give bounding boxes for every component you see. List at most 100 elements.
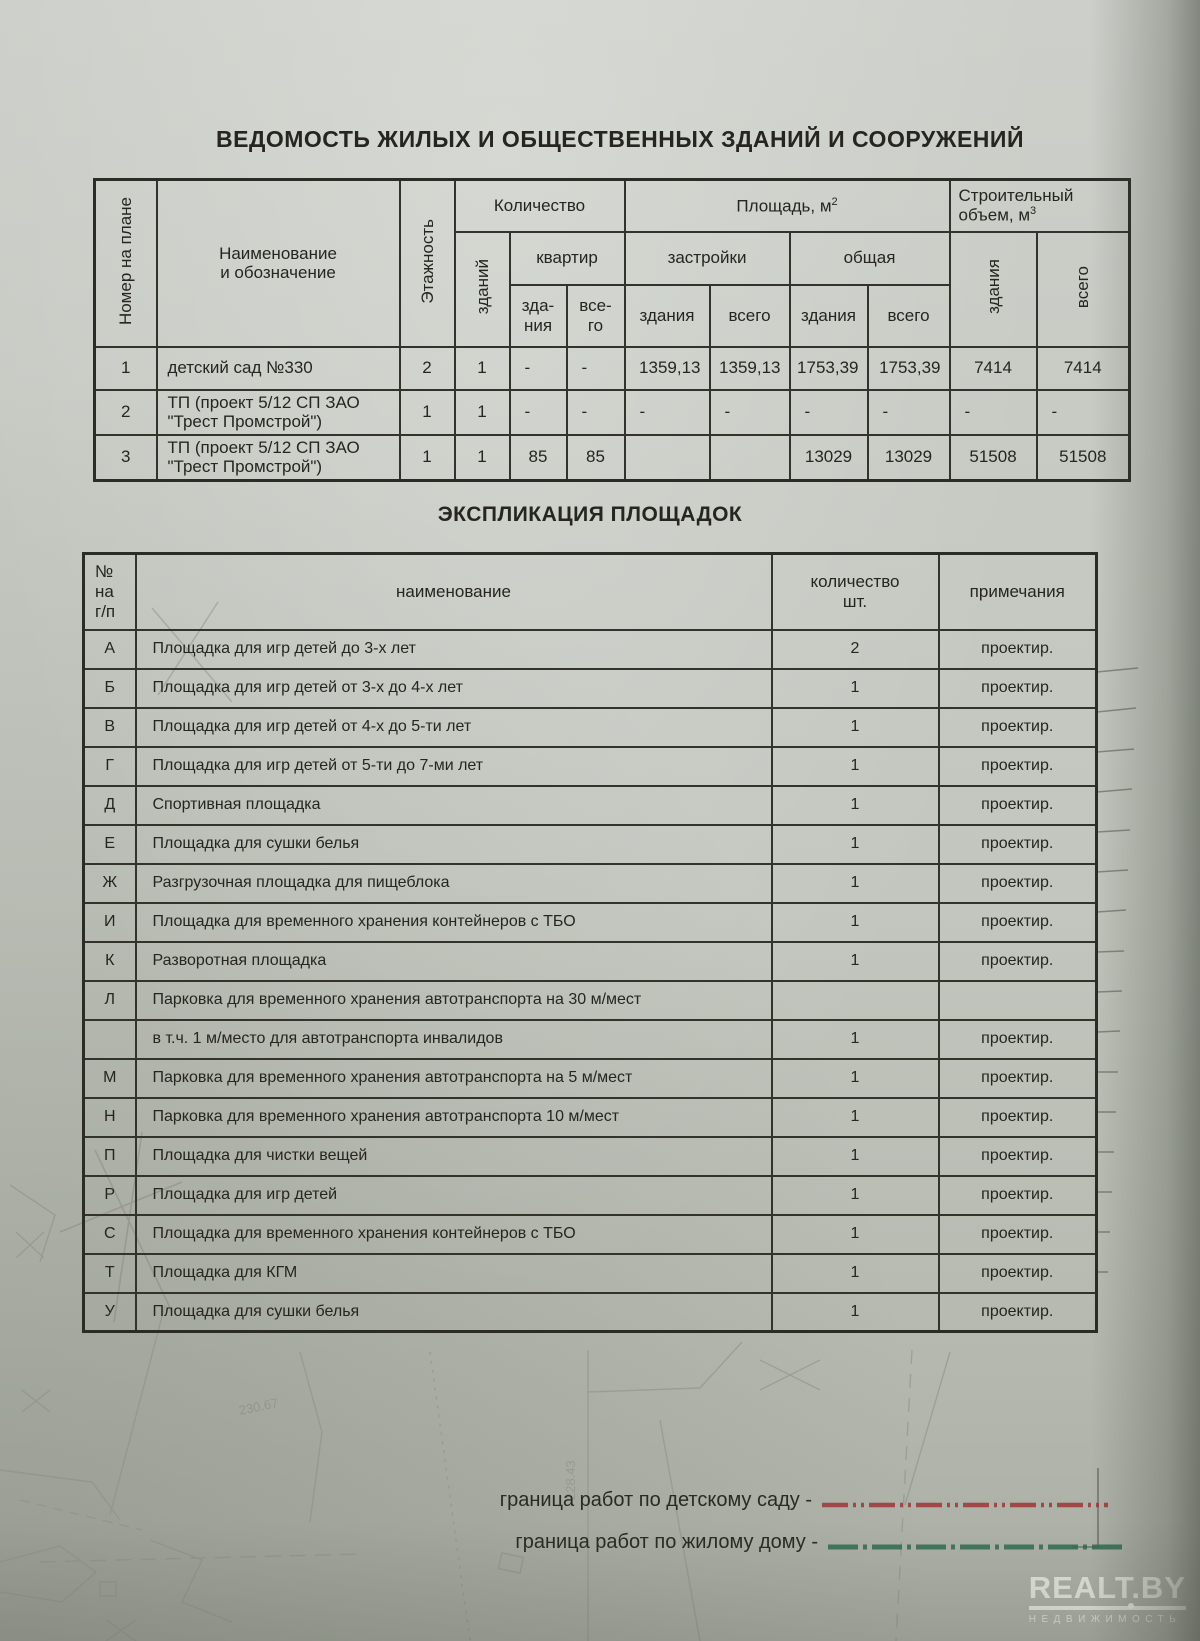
realt-by-watermark: REALT.BY НЕДВИЖИМОСТЬ	[1028, 1570, 1186, 1625]
cell-letter: Б	[82, 667, 137, 709]
cell-qty: 1	[770, 784, 940, 826]
cell-site-name: Площадка для временного хранения контейн…	[134, 1213, 773, 1255]
table-row: И Площадка для временного хранения контей…	[82, 901, 1098, 943]
table-row: Р Площадка для игр детей 1 проектир.	[82, 1174, 1098, 1216]
col-header-floors: Этажность	[398, 178, 456, 348]
table-row: Д Спортивная площадка 1 проектир.	[82, 784, 1098, 826]
legend-label-residential: граница работ по жилому дому -	[515, 1531, 818, 1553]
cell-letter: И	[82, 901, 137, 943]
col-header-number: Номер на плане	[93, 178, 158, 348]
col-header-quantity: Количество	[453, 178, 626, 233]
sites-table-title: ЭКСПЛИКАЦИЯ ПЛОЩАДОК	[437, 503, 743, 526]
cell-common-building: 13029	[788, 433, 869, 482]
cell-volume-total: 51508	[1035, 433, 1131, 482]
cell-volume-building: 51508	[948, 433, 1038, 482]
cell-note: проектир.	[937, 901, 1098, 943]
col-header-volume-total: всего	[1035, 230, 1131, 348]
plan-elevation-label: 230.67	[238, 1395, 280, 1418]
cell-common-total: 13029	[866, 433, 951, 482]
cell-letter: К	[82, 940, 137, 982]
cell-note: проектир.	[937, 1291, 1098, 1333]
cell-site-name: Площадка для КГМ	[134, 1252, 773, 1294]
col-header-common-building: здания	[788, 283, 869, 348]
col-header-volume: Строительный объем, м3	[948, 178, 1131, 233]
cell-built-total: 1359,13	[708, 345, 791, 391]
cell-letter: М	[82, 1057, 137, 1099]
cell-letter: В	[82, 706, 137, 748]
cell-name: ТП (проект 5/12 СП ЗАО "Трест Промстрой"…	[155, 388, 401, 436]
cell-qty: 1	[770, 1174, 940, 1216]
cell-built-total: -	[708, 388, 791, 436]
cell-note	[937, 979, 1098, 1021]
watermark-dot-icon	[1128, 1603, 1134, 1609]
cell-flats-total: -	[565, 388, 626, 436]
cell-site-name: Площадка для чистки вещей	[134, 1135, 773, 1177]
table-row: П Площадка для чистки вещей 1 проектир.	[82, 1135, 1098, 1177]
table-row: Т Площадка для КГМ 1 проектир.	[82, 1252, 1098, 1294]
table-row: В Площадка для игр детей от 4-х до 5-ти л…	[82, 706, 1098, 748]
cell-site-name: в т.ч. 1 м/место для автотранспорта инва…	[134, 1018, 773, 1060]
cell-note: проектир.	[937, 1174, 1098, 1216]
cell-site-name: Парковка для временного хранения автотра…	[134, 1096, 773, 1138]
cell-qty: 1	[770, 1057, 940, 1099]
col-header-note: примечания	[937, 552, 1098, 631]
col-header-common-total: всего	[866, 283, 951, 348]
buildings-table: Номер на плане Наименование и обозначени…	[93, 178, 1132, 482]
table-row: 2 ТП (проект 5/12 СП ЗАО "Трест Промстро…	[93, 388, 1131, 436]
col-header-name: Наименование и обозначение	[155, 178, 401, 348]
cell-letter: Т	[82, 1252, 137, 1294]
cell-letter	[82, 1018, 137, 1060]
cell-note: проектир.	[937, 1252, 1098, 1294]
table-row: Б Площадка для игр детей от 3-х до 4-х ле…	[82, 667, 1098, 709]
cell-common-total: -	[866, 388, 951, 436]
cell-note: проектир.	[937, 667, 1098, 709]
cell-site-name: Площадка для сушки белья	[134, 823, 773, 865]
cell-letter: Н	[82, 1096, 137, 1138]
col-header-buildings-count: зданий	[453, 230, 511, 348]
cell-note: проектир.	[937, 784, 1098, 826]
cell-qty: 1	[770, 667, 940, 709]
col-header-num: № на г/п	[82, 552, 137, 631]
cell-letter: Г	[82, 745, 137, 787]
cell-note: проектир.	[937, 706, 1098, 748]
cell-site-name: Площадка для игр детей от 4-х до 5-ти ле…	[134, 706, 773, 748]
cell-built-building: 1359,13	[623, 345, 711, 391]
table-row: У Площадка для сушки белья 1 проектир.	[82, 1291, 1098, 1333]
cell-note: проектир.	[937, 628, 1098, 670]
table-row: Е Площадка для сушки белья 1 проектир.	[82, 823, 1098, 865]
cell-site-name: Разгрузочная площадка для пищеблока	[134, 862, 773, 904]
cell-floors: 1	[398, 433, 456, 482]
cell-site-name: Площадка для временного хранения контейн…	[134, 901, 773, 943]
cell-built-total	[708, 433, 791, 482]
cell-letter: Е	[82, 823, 137, 865]
cell-qty: 1	[770, 862, 940, 904]
cell-qty: 2	[770, 628, 940, 670]
col-header-qty: количество шт.	[770, 552, 940, 631]
cell-site-name: Площадка для сушки белья	[134, 1291, 773, 1333]
cell-qty: 1	[770, 1135, 940, 1177]
cell-letter: Д	[82, 784, 137, 826]
cell-qty: 1	[770, 706, 940, 748]
cell-note: проектир.	[937, 1057, 1098, 1099]
legend-line-kindergarten-boundary	[822, 1502, 1108, 1508]
cell-qty: 1	[770, 1252, 940, 1294]
watermark-underline	[1028, 1603, 1186, 1610]
cell-qty: 1	[770, 1213, 940, 1255]
table-row: М Парковка для временного хранения автотр…	[82, 1057, 1098, 1099]
col-header-flats-building: зда- ния	[508, 283, 568, 348]
cell-common-building: 1753,39	[788, 345, 869, 391]
cell-built-building: -	[623, 388, 711, 436]
cell-flats-building: -	[508, 388, 568, 436]
table-row: 3 ТП (проект 5/12 СП ЗАО "Трест Промстро…	[93, 433, 1131, 482]
col-header-volume-building: здания	[948, 230, 1038, 348]
cell-volume-building: -	[948, 388, 1038, 436]
table-row: 1 детский сад №330 2 1 - - 1359,13 1359,…	[93, 345, 1131, 391]
cell-site-name: Разворотная площадка	[134, 940, 773, 982]
cell-number: 3	[93, 433, 158, 482]
cell-site-name: Парковка для временного хранения автотра…	[134, 1057, 773, 1099]
table-row: Г Площадка для игр детей от 5-ти до 7-ми …	[82, 745, 1098, 787]
watermark-brand: REALT.BY	[1028, 1570, 1186, 1605]
cell-site-name: Площадка для игр детей	[134, 1174, 773, 1216]
cell-qty: 1	[770, 1096, 940, 1138]
cell-floors: 2	[398, 345, 456, 391]
